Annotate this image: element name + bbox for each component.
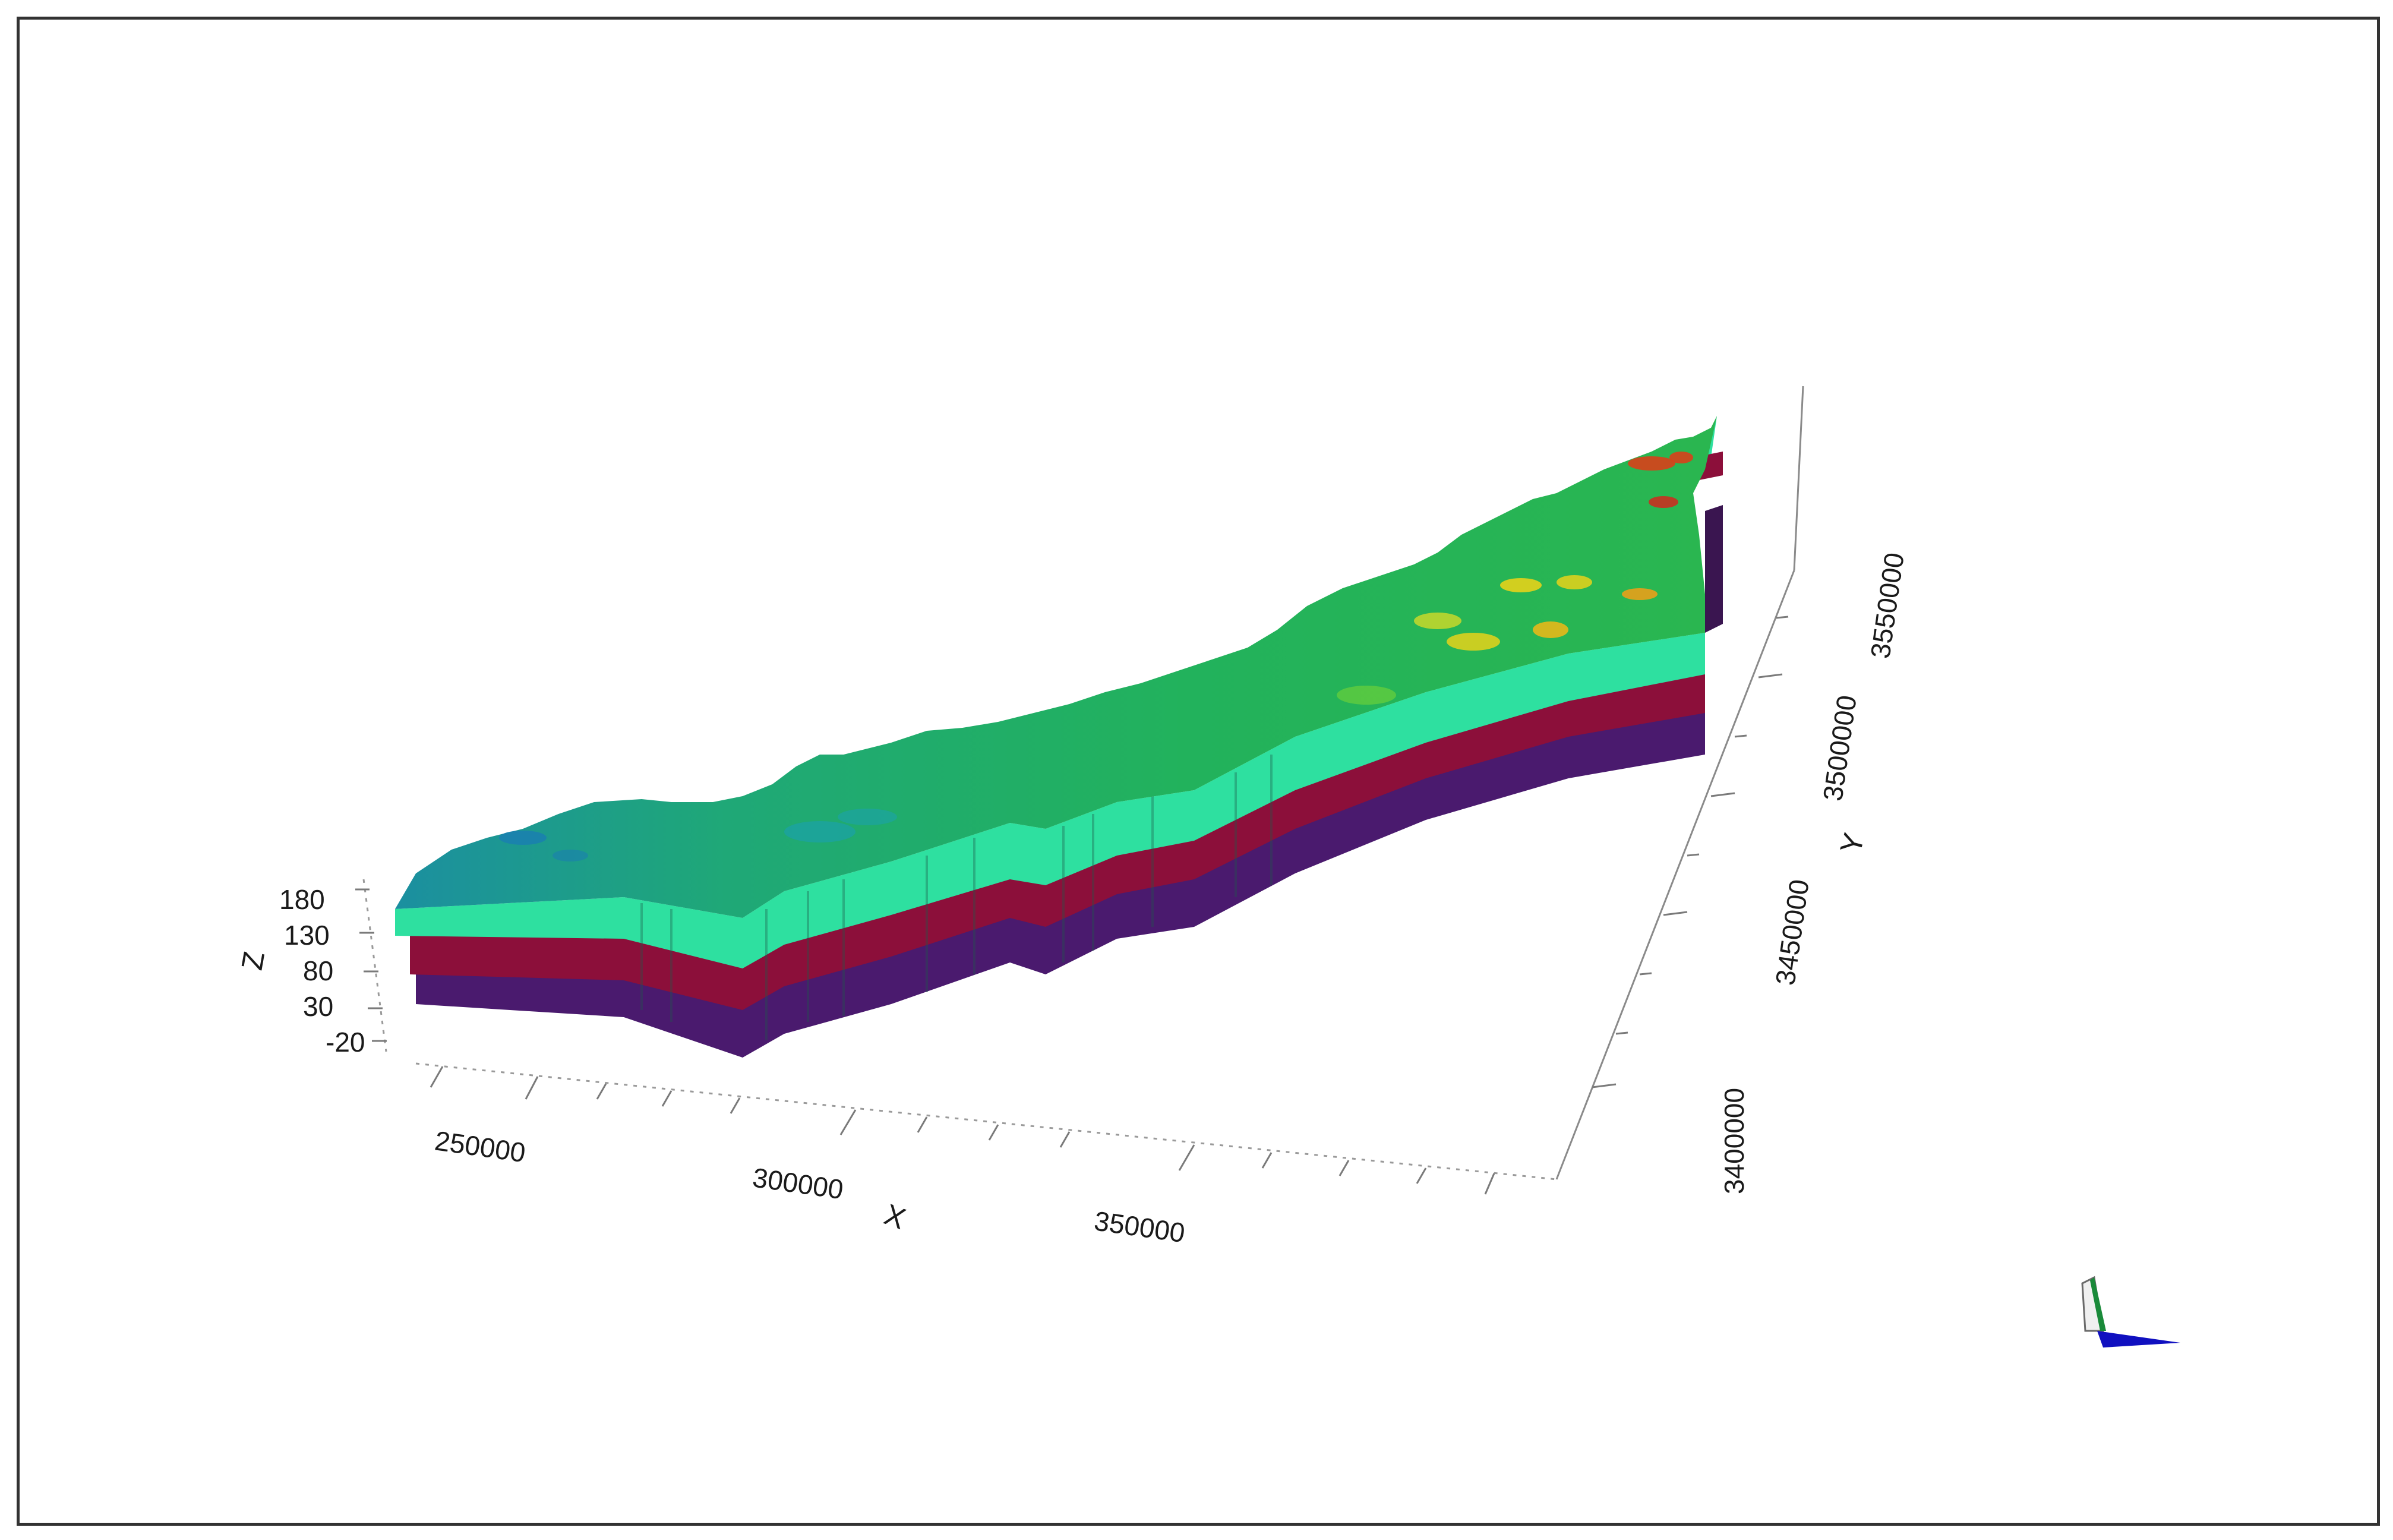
x-tick-marks: [430, 1066, 1495, 1195]
end-cap-face: [1705, 505, 1723, 633]
y-vertical-line: [1793, 386, 1804, 571]
y-tick-label: 3550000: [1864, 551, 1909, 661]
y-axis-line: [1555, 570, 1795, 1180]
y-tick-labels: 3400000 3450000 3500000 3550000: [1719, 551, 1910, 1194]
z-tick-label: 130: [284, 920, 330, 951]
x-tick-label: 300000: [751, 1162, 845, 1205]
z-tick-label: 80: [303, 955, 333, 986]
orientation-axes-widget[interactable]: [2081, 1276, 2180, 1348]
y-tick-label: 3400000: [1719, 1088, 1750, 1194]
axes-frame: [355, 386, 1804, 1195]
y-tick-marks: [1592, 616, 1789, 1088]
y-axis-title: Y: [1834, 829, 1871, 857]
y-tick-label: 3500000: [1817, 693, 1862, 803]
surface-patches: [499, 452, 1693, 861]
z-tick-label: -20: [326, 1027, 365, 1058]
z-tick-label: 30: [303, 991, 333, 1022]
y-tick-label: 3450000: [1769, 878, 1814, 987]
x-tick-label: 350000: [1093, 1205, 1187, 1248]
x-tick-labels: 250000 300000 350000: [433, 1125, 1187, 1248]
x-arrow-icon: [2097, 1331, 2180, 1348]
x-tick-label: 250000: [433, 1125, 528, 1168]
z-tick-labels: 180 130 80 30 -20: [279, 884, 365, 1058]
y-arrow-icon: [2090, 1277, 2106, 1331]
z-tick-label: 180: [279, 884, 325, 915]
z-axis-title: Z: [235, 949, 271, 973]
x-axis-title: X: [880, 1198, 910, 1236]
geological-block-model[interactable]: [395, 416, 1723, 1058]
top-layer-face: [395, 633, 1705, 968]
z-tick-marks: [355, 888, 387, 1042]
x-axis-line: [415, 1062, 1557, 1181]
z-axis-line: [362, 879, 387, 1052]
face-texture: [640, 755, 1273, 1040]
top-surface[interactable]: [395, 416, 1717, 918]
